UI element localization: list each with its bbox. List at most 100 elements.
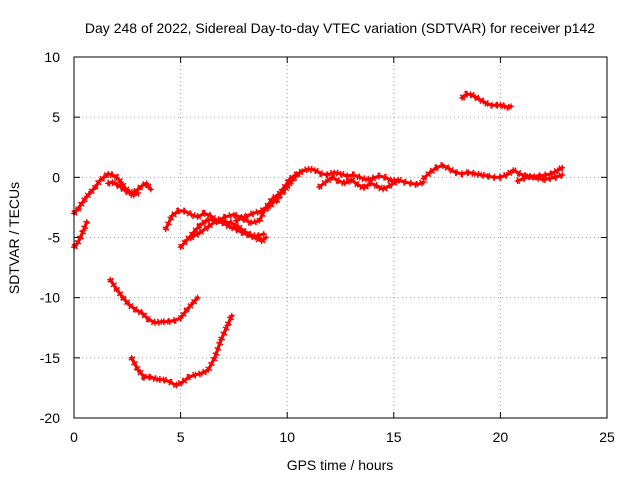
data-point xyxy=(311,167,318,174)
data-point xyxy=(316,183,323,190)
data-point xyxy=(218,336,225,343)
data-point xyxy=(546,175,553,182)
data-point xyxy=(497,102,504,109)
data-point xyxy=(164,318,171,325)
data-point xyxy=(207,212,214,219)
data-point xyxy=(363,176,370,183)
x-tick-label: 5 xyxy=(177,429,185,445)
data-point xyxy=(258,208,265,215)
data-point xyxy=(128,354,135,361)
y-tick-label: 10 xyxy=(44,49,60,65)
data-point xyxy=(273,198,280,205)
data-point xyxy=(540,176,547,183)
data-point xyxy=(459,170,466,177)
data-point xyxy=(516,170,523,177)
data-point xyxy=(117,183,124,190)
data-point xyxy=(134,189,141,196)
data-point xyxy=(478,171,485,178)
data-point xyxy=(328,174,335,181)
y-tick-label: -20 xyxy=(40,410,60,426)
data-point xyxy=(177,315,184,322)
data-point xyxy=(258,238,265,245)
data-point xyxy=(139,310,146,317)
data-point xyxy=(262,234,269,241)
data-point xyxy=(177,244,184,251)
data-point xyxy=(471,93,478,100)
data-point xyxy=(107,276,114,283)
data-point xyxy=(476,96,483,103)
grid xyxy=(74,57,607,418)
data-point xyxy=(74,240,81,247)
data-point xyxy=(158,318,165,325)
data-point xyxy=(105,170,112,177)
data-point xyxy=(446,165,453,172)
data-point xyxy=(471,170,478,177)
data-point xyxy=(139,182,146,189)
series-track-1 xyxy=(71,169,154,217)
data-point xyxy=(420,175,427,182)
data-point xyxy=(96,177,103,184)
data-point xyxy=(126,189,133,196)
data-point xyxy=(356,174,363,181)
x-tick-label: 20 xyxy=(493,429,509,445)
data-point xyxy=(337,170,344,177)
data-point xyxy=(480,98,487,105)
data-point xyxy=(459,94,466,101)
data-point xyxy=(341,180,348,187)
data-point xyxy=(160,376,167,383)
data-point xyxy=(235,223,242,230)
data-point xyxy=(267,203,274,210)
y-axis-label: SDTVAR / TECUs xyxy=(6,182,22,294)
data-point xyxy=(145,316,152,323)
data-point xyxy=(224,322,231,329)
data-point xyxy=(169,212,176,219)
data-point xyxy=(401,179,408,186)
data-point xyxy=(392,179,399,186)
x-tick-label: 10 xyxy=(279,429,295,445)
data-point xyxy=(130,192,137,199)
data-point xyxy=(100,174,107,181)
data-point xyxy=(211,354,218,361)
y-tick-label: 5 xyxy=(52,109,60,125)
data-point xyxy=(113,286,120,293)
x-tick-labels: 0 5 10 15 20 25 xyxy=(70,429,615,445)
data-point xyxy=(367,180,374,187)
data-point xyxy=(510,167,517,174)
data-point xyxy=(134,366,141,373)
data-point xyxy=(322,179,329,186)
data-point xyxy=(105,180,112,187)
data-point xyxy=(292,171,299,178)
data-point xyxy=(154,376,161,383)
data-point xyxy=(501,103,508,110)
data-point xyxy=(382,174,389,181)
data-point xyxy=(373,182,380,189)
series-track-12 xyxy=(420,161,566,182)
data-point xyxy=(183,236,190,243)
data-point xyxy=(171,317,178,324)
data-point xyxy=(201,210,208,217)
data-point xyxy=(380,186,387,193)
series-line xyxy=(108,278,200,325)
series-track-14 xyxy=(514,171,566,185)
data-point xyxy=(508,103,515,110)
data-point xyxy=(233,217,240,224)
data-point xyxy=(132,306,139,313)
data-point xyxy=(147,186,154,193)
data-point xyxy=(554,167,561,174)
data-point xyxy=(548,170,555,177)
data-point xyxy=(335,177,342,184)
series-track-3 xyxy=(71,218,91,251)
data-point xyxy=(439,162,446,169)
data-point xyxy=(552,174,559,181)
data-point xyxy=(194,294,201,301)
data-point xyxy=(247,232,254,239)
data-point xyxy=(222,214,229,221)
data-point xyxy=(484,100,491,107)
chart-title: Day 248 of 2022, Sidereal Day-to-day VTE… xyxy=(85,20,595,36)
data-point xyxy=(559,171,566,178)
x-tick-label: 0 xyxy=(70,429,78,445)
data-point xyxy=(527,173,534,180)
data-point xyxy=(83,218,90,225)
data-point xyxy=(173,382,180,389)
data-point xyxy=(305,165,312,172)
